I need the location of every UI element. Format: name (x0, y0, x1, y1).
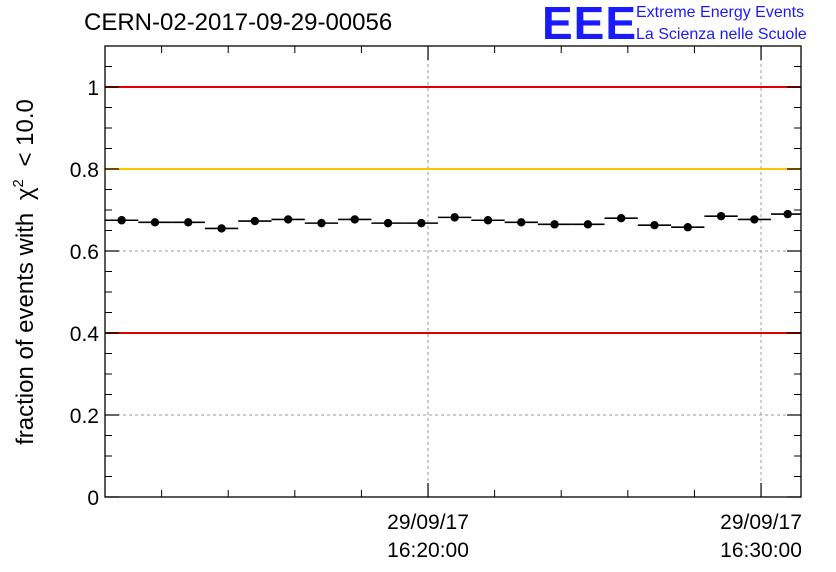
y-axis-label: fraction of events with χ2 < 10.0 (2, 99, 39, 445)
data-point (383, 218, 393, 228)
data-point (417, 218, 426, 228)
y-tick-label: 0.8 (70, 159, 99, 182)
data-point (750, 215, 759, 224)
data-point (616, 214, 626, 223)
data-point (583, 220, 593, 229)
logo-tagline-2: La Scienza nelle Scuole (636, 26, 807, 43)
data-point (117, 216, 126, 225)
y-tick-label: 0.2 (70, 405, 99, 428)
y-axis-label-superscript: 2 (10, 179, 27, 187)
y-axis-label-suffix: < 10.0 (12, 99, 39, 166)
data-point (217, 224, 226, 233)
x-tick-label-date: 29/09/17 (720, 511, 802, 534)
data-point (283, 215, 293, 224)
data-point (350, 215, 359, 224)
data-point (783, 209, 792, 219)
data-point (317, 218, 326, 228)
data-series (105, 209, 801, 233)
y-axis-label-symbol: χ (12, 187, 39, 200)
plot-frame (104, 45, 802, 498)
grid-lines (105, 46, 801, 497)
data-point (517, 218, 526, 227)
axis-ticks: 0 0.2 0.4 0.6 0.8 1 29/09/17 16:20:00 29/09/17 16… (70, 45, 802, 562)
reference-lines (105, 86, 801, 334)
data-point (550, 220, 559, 229)
y-tick-label: 0 (87, 487, 99, 510)
x-tick-label-date: 29/09/17 (387, 511, 469, 534)
data-point (683, 223, 692, 232)
data-point (483, 216, 493, 225)
logo-mark: EEE (542, 0, 638, 49)
y-tick-label: 1 (87, 77, 99, 100)
y-axis-label-prefix: fraction of events with (12, 213, 39, 445)
y-tick-label: 0.6 (70, 241, 99, 264)
data-point (450, 213, 459, 222)
x-tick-label-time: 16:30:00 (720, 539, 802, 562)
x-tick-label-time: 16:20:00 (387, 539, 469, 562)
data-point (150, 218, 160, 227)
y-tick-label: 0.4 (70, 323, 100, 346)
data-point (184, 218, 193, 227)
data-point (250, 216, 260, 226)
chart-title: CERN-02-2017-09-29-00056 (84, 9, 393, 36)
svg-text:fraction of events with: fraction of events with χ2 < 10.0 (2, 99, 39, 445)
data-point (650, 220, 659, 230)
data-point (716, 211, 726, 221)
logo-tagline-1: Extreme Energy Events (636, 4, 805, 21)
